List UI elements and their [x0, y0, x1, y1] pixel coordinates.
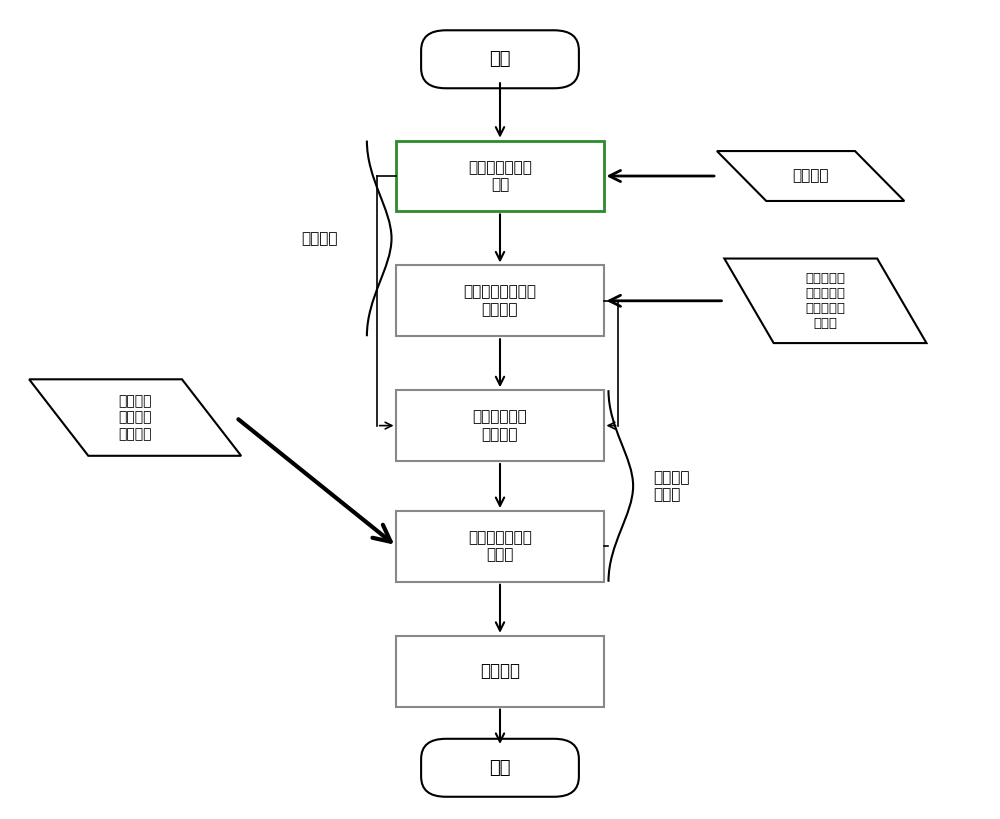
Polygon shape [717, 151, 904, 201]
Polygon shape [29, 379, 241, 456]
Text: 开始: 开始 [489, 50, 511, 68]
Text: 保持数据
局部性: 保持数据 局部性 [653, 470, 689, 502]
FancyBboxPatch shape [421, 30, 579, 88]
Bar [396, 511, 604, 581]
Text: 测点数量: 测点数量 [792, 169, 829, 183]
Text: 数据切分后合并
及分发: 数据切分后合并 及分发 [468, 530, 532, 563]
Text: 待加载历史
时序数据大
小及集群配
置信息: 待加载历史 时序数据大 小及集群配 置信息 [805, 272, 845, 330]
Text: 历史时序数据存储
表预分区: 历史时序数据存储 表预分区 [464, 285, 536, 317]
Polygon shape [724, 259, 926, 343]
Text: 海量历史时序
数据切分: 海量历史时序 数据切分 [473, 410, 527, 441]
Text: 并行加载: 并行加载 [480, 662, 520, 680]
Text: 结束: 结束 [489, 758, 511, 776]
Bar [396, 390, 604, 461]
FancyBboxPatch shape [421, 739, 579, 797]
Text: 索引映射表文件
分区: 索引映射表文件 分区 [468, 160, 532, 192]
Bar [396, 636, 604, 707]
Text: 各集群节
点管理的
分区范围: 各集群节 点管理的 分区范围 [118, 395, 152, 441]
Text: 分区处理: 分区处理 [301, 231, 337, 246]
Bar [396, 265, 604, 337]
Bar [396, 141, 604, 211]
